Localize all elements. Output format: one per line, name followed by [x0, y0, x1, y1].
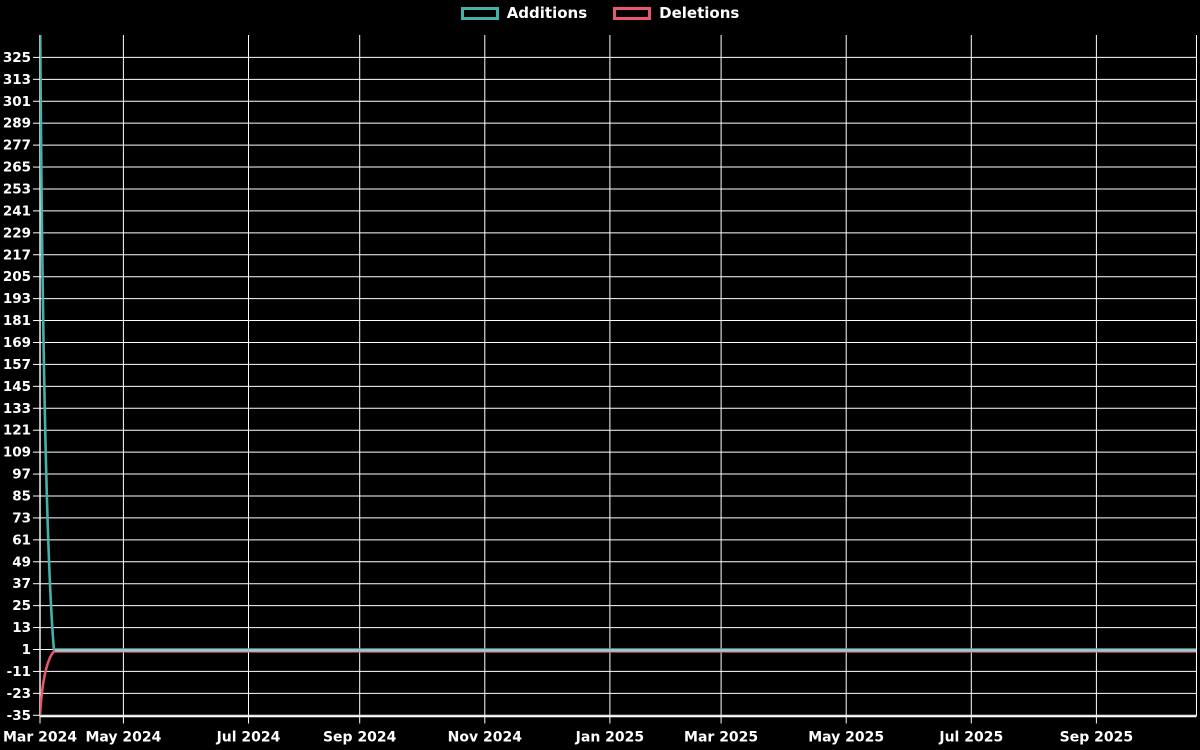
- y-tick-labels: 325 313 301 289 277 265 253 241 229 217 205 193 181 1…: [3, 50, 31, 724]
- y-tick-label: -23: [7, 686, 31, 702]
- horizontal-gridlines: [33, 56, 1196, 716]
- x-tick-label: Nov 2024: [448, 730, 523, 746]
- y-tick-label: 85: [12, 488, 31, 504]
- y-tick-label: 229: [3, 225, 31, 241]
- y-tick-label: 169: [3, 335, 31, 351]
- y-tick-label: 1: [22, 642, 31, 658]
- y-tick-label: 49: [12, 554, 31, 570]
- y-tick-label: 13: [12, 620, 31, 636]
- legend-item-additions[interactable]: Additions: [460, 4, 588, 22]
- axes: [39, 35, 1196, 718]
- x-tick-label: Jul 2024: [216, 730, 281, 746]
- x-tick-label: Jan 2025: [575, 730, 644, 746]
- y-tick-label: 109: [3, 445, 31, 461]
- y-tick-label: 241: [3, 203, 31, 219]
- legend-item-deletions[interactable]: Deletions: [613, 6, 739, 21]
- y-tick-label: 73: [12, 510, 31, 526]
- y-tick-label: 301: [3, 94, 31, 110]
- x-tick-labels: Mar 2024 May 2024 Jul 2024 Sep 2024 Nov 2024…: [3, 730, 1133, 746]
- legend-label-deletions: Deletions: [659, 4, 740, 22]
- y-tick-label: 37: [12, 576, 31, 592]
- y-tick-label: 181: [3, 313, 31, 329]
- y-tick-label: 157: [3, 357, 31, 373]
- x-tick-label: Mar 2025: [684, 730, 758, 746]
- y-tick-label: 217: [3, 247, 31, 263]
- y-tick-label: -11: [7, 664, 31, 680]
- series-line-additions: [40, 35, 1196, 651]
- y-tick-label: 145: [3, 379, 31, 395]
- x-tick-label: May 2024: [85, 730, 161, 746]
- vertical-gridlines: [39, 35, 1197, 724]
- y-tick-label: 121: [3, 423, 31, 439]
- x-tick-label: Mar 2024: [3, 730, 77, 746]
- deletions-swatch-icon: [613, 7, 652, 20]
- y-tick-label: 133: [3, 401, 31, 417]
- y-tick-label: 25: [12, 598, 31, 614]
- y-tick-label: 289: [3, 116, 31, 132]
- x-tick-label: Jul 2025: [938, 730, 1003, 746]
- y-tick-label: 253: [3, 181, 31, 197]
- legend-label-additions: Additions: [506, 4, 588, 22]
- y-tick-label: 193: [3, 291, 31, 307]
- y-tick-label: 205: [3, 269, 31, 285]
- chart-legend: Additions Deletions: [0, 6, 1200, 21]
- x-tick-label: May 2025: [808, 730, 884, 746]
- x-tick-label: Sep 2024: [323, 730, 397, 746]
- x-tick-label: Sep 2025: [1060, 730, 1133, 746]
- series-line-deletions: [40, 650, 1196, 716]
- y-tick-label: 313: [3, 72, 31, 88]
- y-tick-label: -35: [7, 708, 31, 724]
- y-tick-label: 277: [3, 138, 31, 154]
- y-tick-label: 61: [12, 532, 31, 548]
- series-group: [40, 35, 1196, 716]
- y-tick-label: 325: [3, 50, 31, 66]
- y-tick-label: 265: [3, 160, 31, 176]
- y-tick-label: 97: [12, 467, 31, 483]
- additions-swatch-icon: [460, 7, 499, 20]
